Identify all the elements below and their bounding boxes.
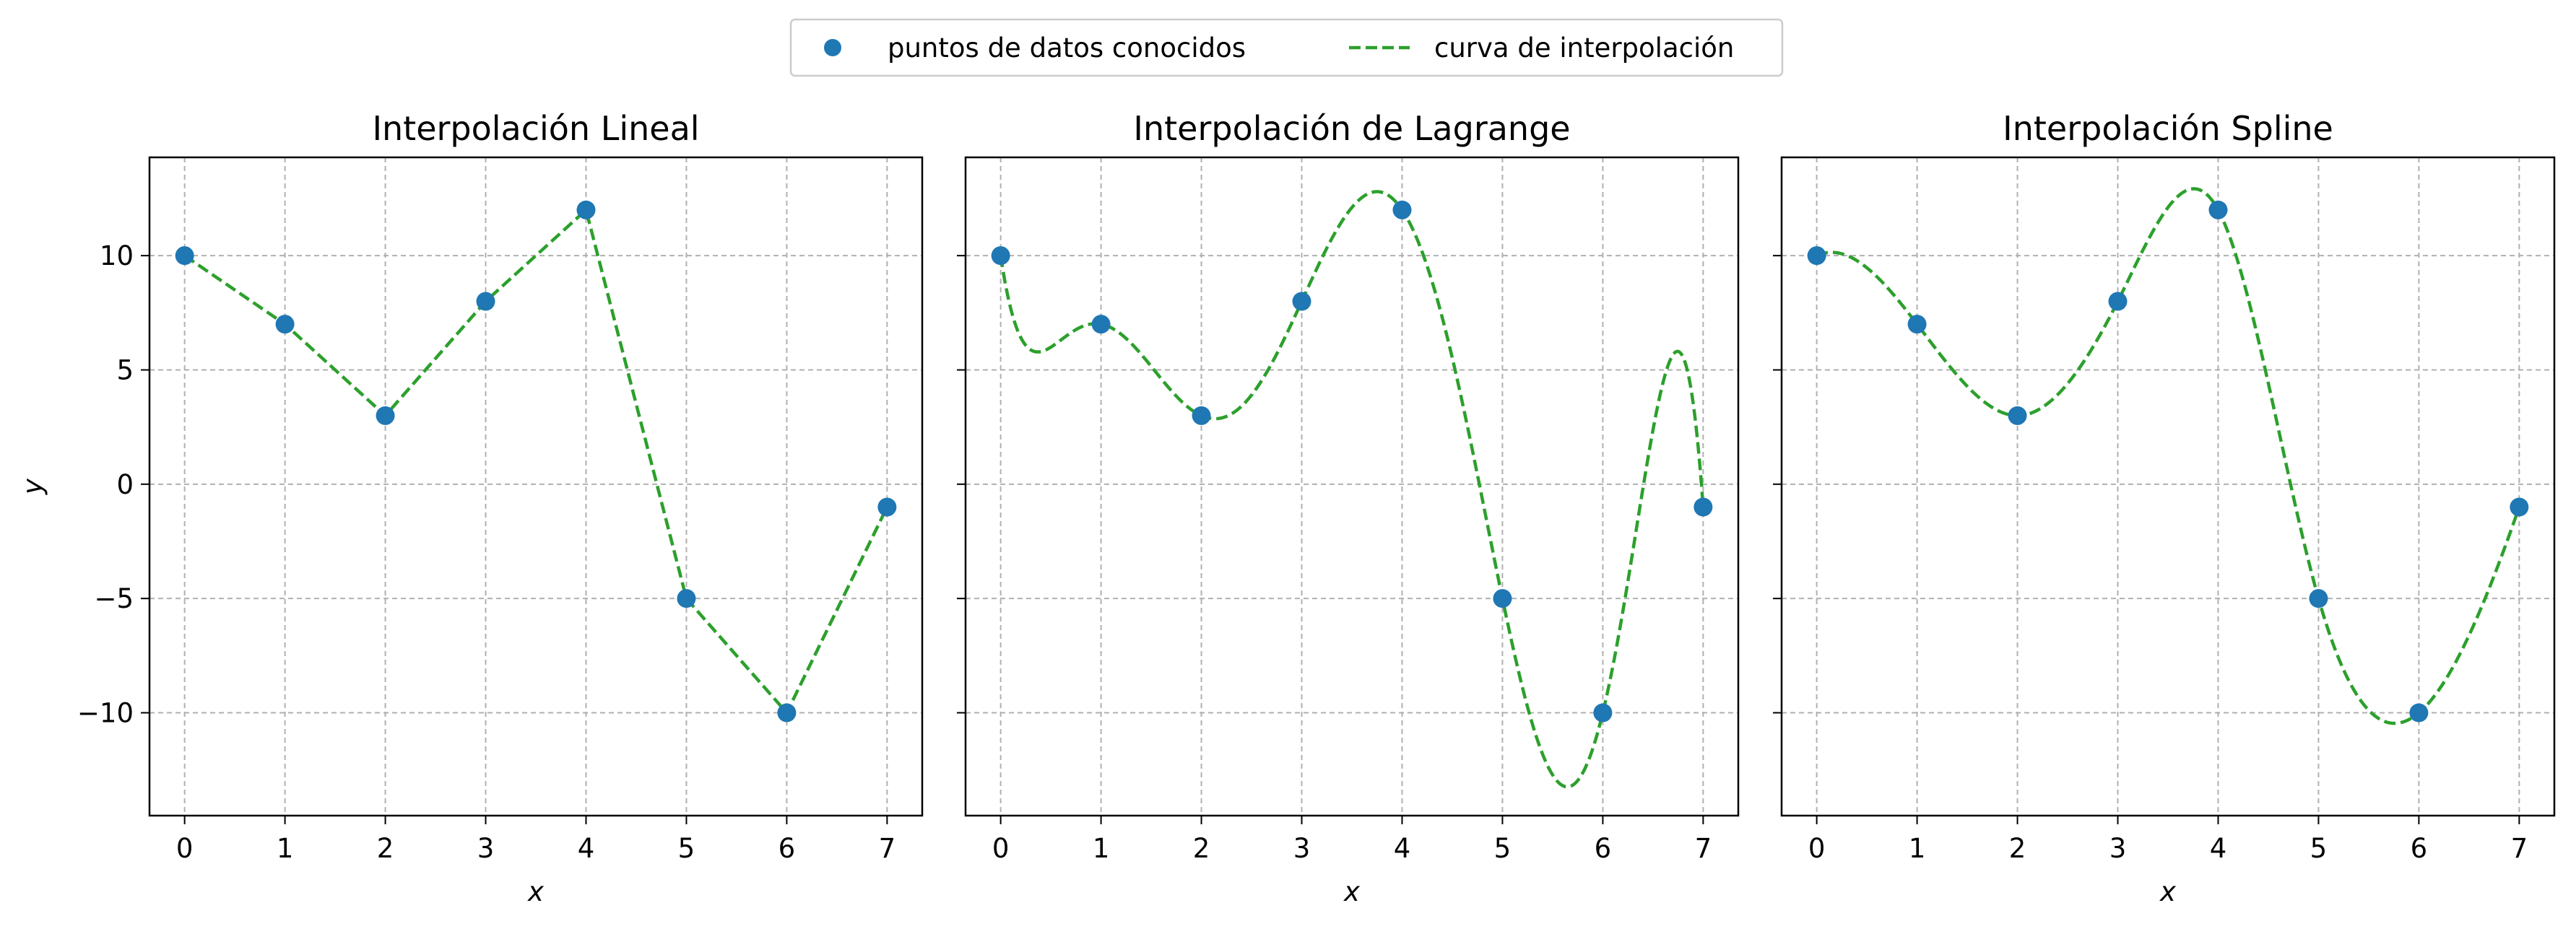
x-tick-label: 1: [1909, 833, 1926, 864]
x-tick-label: 7: [2511, 833, 2528, 864]
x-tick-label: 4: [1394, 833, 1411, 864]
x-tick-label: 3: [1293, 833, 1311, 864]
x-tick-label: 0: [176, 833, 194, 864]
data-point: [1392, 200, 1412, 219]
x-tick-label: 1: [1093, 833, 1110, 864]
legend-label-curve: curva de interpolación: [1434, 32, 1734, 64]
x-tick-label: 0: [1808, 833, 1826, 864]
data-point: [576, 200, 596, 219]
axes-frame: [1780, 156, 2556, 817]
x-tick-label: 7: [1695, 833, 1712, 864]
interpolation-curve: [1816, 187, 2521, 725]
x-tick-label: 6: [1595, 833, 1612, 864]
x-axis-label: x: [2159, 876, 2177, 907]
data-point: [2409, 703, 2429, 723]
data-point: [677, 589, 696, 608]
x-tick-label: 4: [2210, 833, 2227, 864]
data-point: [2510, 497, 2529, 517]
x-tick-label: 1: [277, 833, 294, 864]
subplot-title: Interpolación Spline: [2003, 109, 2333, 148]
data-point: [991, 246, 1010, 266]
axes-frame: [148, 156, 924, 817]
x-tick-label: 4: [578, 833, 595, 864]
data-point: [1593, 703, 1613, 723]
interpolation-curve: [183, 208, 889, 715]
x-tick-label: 5: [2310, 833, 2328, 864]
axes-frame: [964, 156, 1740, 817]
x-tick-label: 5: [1494, 833, 1512, 864]
x-tick-label: 0: [992, 833, 1010, 864]
y-tick-label: 10: [100, 240, 134, 271]
legend-point-marker: [824, 39, 841, 56]
x-axis-label: x: [1343, 876, 1361, 907]
data-point: [2108, 292, 2128, 311]
data-point: [1807, 246, 1826, 266]
y-tick-label: 5: [116, 355, 134, 386]
data-point: [2008, 406, 2027, 425]
data-point: [777, 703, 797, 723]
data-point: [275, 315, 295, 334]
x-tick-label: 6: [2411, 833, 2428, 864]
x-tick-label: 2: [1193, 833, 1210, 864]
data-point: [2208, 200, 2228, 219]
subplot-3: 0 1 2 3 4 5 6 7 Interpolación Spline x: [1773, 109, 2556, 907]
x-tick-label: 6: [779, 833, 796, 864]
data-point: [175, 246, 194, 266]
data-point: [476, 292, 495, 311]
data-point: [1694, 497, 1713, 517]
data-point: [1091, 315, 1111, 334]
y-tick-label: −5: [94, 583, 134, 614]
subplot-title: Interpolación de Lagrange: [1133, 109, 1570, 148]
data-point: [1292, 292, 1311, 311]
interpolation-curve: [999, 190, 1705, 789]
legend: puntos de datos conocidos curva de inter…: [789, 18, 1784, 77]
data-point: [1493, 589, 1512, 608]
x-tick-label: 7: [879, 833, 896, 864]
data-point: [1192, 406, 1211, 425]
data-point: [2309, 589, 2328, 608]
data-point: [877, 497, 897, 517]
x-tick-label: 2: [377, 833, 394, 864]
x-tick-label: 3: [477, 833, 495, 864]
data-point: [1907, 315, 1927, 334]
x-tick-label: 3: [2109, 833, 2127, 864]
x-tick-label: 2: [2009, 833, 2026, 864]
y-tick-label: 0: [116, 469, 134, 500]
legend-label-points: puntos de datos conocidos: [888, 32, 1246, 64]
y-axis-label: y: [17, 478, 48, 495]
subplot-title: Interpolación Lineal: [372, 109, 699, 148]
x-tick-label: 5: [678, 833, 695, 864]
legend-frame: [789, 18, 1784, 77]
x-axis-label: x: [527, 876, 545, 907]
subplot-2: 0 1 2 3 4 5 6 7 Interpolación de Lagrange x: [957, 109, 1740, 907]
data-point: [376, 406, 395, 425]
subplot-1: 0 1 2 3 4 5 6 7 −10 −5 0 5 10 Interpolación Lineal x y: [17, 109, 924, 907]
y-tick-label: −10: [77, 698, 134, 729]
